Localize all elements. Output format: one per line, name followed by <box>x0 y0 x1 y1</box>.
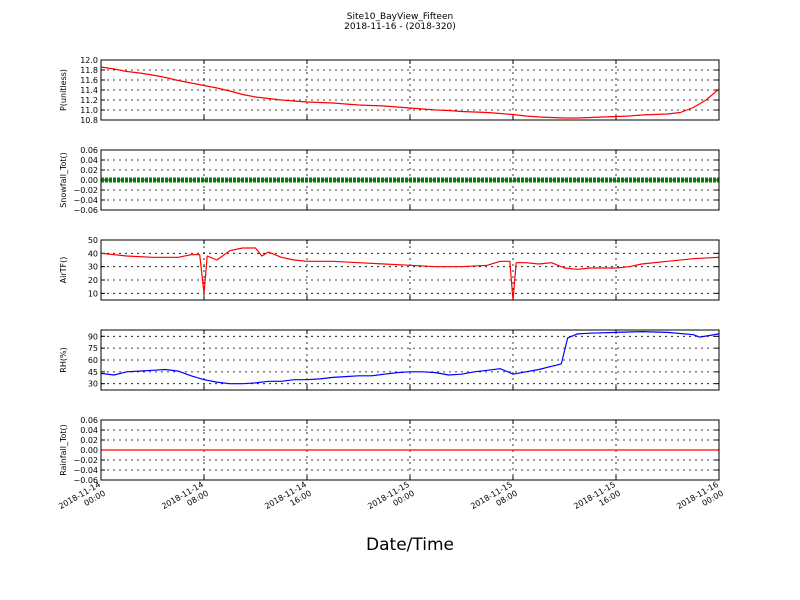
y-tick-label: −0.06 <box>73 206 98 215</box>
y-tick-label: 11.0 <box>80 106 98 115</box>
y-tick-label: 0.06 <box>80 416 98 425</box>
y-tick-label: 0.02 <box>80 436 98 445</box>
chart-subtitle: 2018-11-16 - (2018-320) <box>344 22 456 32</box>
y-tick-label: −0.04 <box>73 196 98 205</box>
y-tick-label: 90 <box>88 332 98 341</box>
x-axis-ticks: 2018-11-1400:00 2018-11-1408:00 2018-11-14… <box>57 480 725 520</box>
x-tick-label: 2018-11-1408:00 <box>160 480 210 520</box>
y-tick-label: 0.00 <box>80 446 98 455</box>
series-line <box>100 331 720 385</box>
y-tick-label: −0.04 <box>73 466 98 475</box>
y-axis-label: Snowfall_Tot() <box>59 152 68 208</box>
y-tick-label: 75 <box>88 344 98 353</box>
y-tick-label: 40 <box>88 249 98 258</box>
panel-5: −0.06−0.04−0.020.000.020.040.06 Rainfall_… <box>59 416 720 485</box>
y-tick-label: 0.02 <box>80 166 98 175</box>
x-tick-label: 2018-11-1516:00 <box>572 480 622 520</box>
plot-frame <box>100 149 720 211</box>
y-tick-label: 0.06 <box>80 146 98 155</box>
panel-1: 10.811.011.211.411.611.812.0 P(unitless) <box>59 56 720 125</box>
y-tick-label: 30 <box>88 263 98 272</box>
panel-4: 30 45 60 75 90 RH(%) <box>59 329 720 391</box>
chart-title: Site10_BayView_Fifteen <box>347 12 453 22</box>
y-tick-label: 60 <box>88 356 98 365</box>
plot-frame <box>100 59 720 121</box>
x-tick-label: 2018-11-1600:00 <box>675 480 725 520</box>
panel-2: −0.06−0.04−0.020.000.020.040.06 Snowfall_… <box>59 146 720 215</box>
series-line <box>100 247 720 301</box>
panel-3: 10 20 30 40 50 AirTF() <box>59 236 720 301</box>
y-tick-label: 12.0 <box>80 56 98 65</box>
y-axis-label: RH(%) <box>59 347 68 372</box>
x-tick-label: 2018-11-1500:00 <box>366 480 416 520</box>
x-tick-label: 2018-11-1400:00 <box>57 480 107 520</box>
y-tick-label: 20 <box>88 276 98 285</box>
x-axis-label: Date/Time <box>366 535 454 555</box>
series-line <box>100 66 720 119</box>
panels-group: 10.811.011.211.411.611.812.0 P(unitless) −… <box>59 56 720 485</box>
plot-frame <box>100 239 720 301</box>
y-tick-label: 11.6 <box>80 76 98 85</box>
plot-frame <box>100 329 720 391</box>
x-tick-label: 2018-11-1416:00 <box>263 480 313 520</box>
y-tick-label: 11.2 <box>80 96 98 105</box>
y-tick-label: 0.04 <box>80 426 98 435</box>
y-tick-label: 11.4 <box>80 86 98 95</box>
y-axis-label: Rainfall_Tot() <box>59 424 68 476</box>
y-tick-label: −0.06 <box>73 476 98 485</box>
y-tick-label: 10.8 <box>80 116 98 125</box>
y-tick-label: 0.00 <box>80 176 98 185</box>
y-tick-label: 0.04 <box>80 156 98 165</box>
plot-frame <box>100 419 720 481</box>
y-tick-label: −0.02 <box>73 186 98 195</box>
y-axis-label: P(unitless) <box>59 69 68 111</box>
y-tick-label: 30 <box>88 380 98 389</box>
y-tick-label: 11.8 <box>80 66 98 75</box>
y-axis-label: AirTF() <box>59 257 68 284</box>
y-tick-label: −0.02 <box>73 456 98 465</box>
y-tick-label: 45 <box>88 368 98 377</box>
y-tick-label: 10 <box>88 289 98 298</box>
x-tick-label: 2018-11-1508:00 <box>469 480 519 520</box>
y-tick-label: 50 <box>88 236 98 245</box>
